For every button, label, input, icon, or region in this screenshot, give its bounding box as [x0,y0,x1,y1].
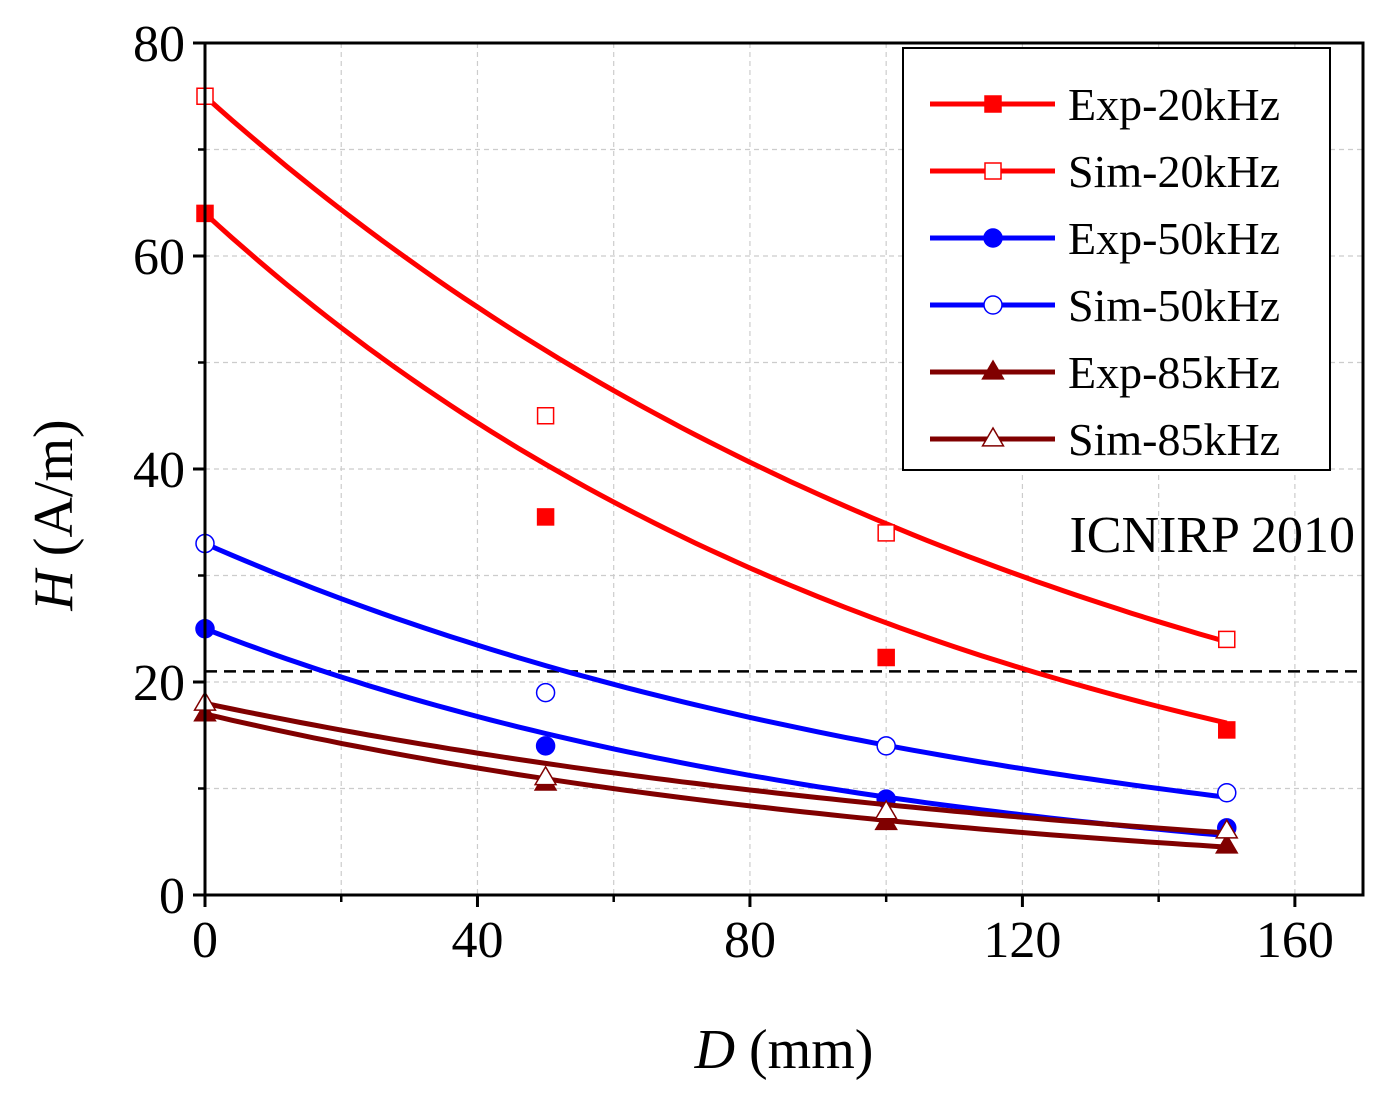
y-tick-label: 0 [159,868,185,925]
legend-label: Sim-20kHz [1068,146,1280,197]
legend-label: Sim-85kHz [1068,414,1280,465]
data-point [1218,630,1236,649]
data-point [874,799,898,820]
legend-item: Exp-20kHz [930,79,1280,130]
data-point [1215,833,1239,854]
series-line [204,711,1227,850]
legend-label: Exp-85kHz [1068,347,1280,398]
data-point [535,682,556,703]
x-tick-label: 120 [983,912,1061,969]
x-axis-label: D (mm) [694,1019,874,1081]
x-tick-label: 160 [1256,912,1334,969]
y-tick-label: 80 [133,16,185,73]
series-sim-50khz [195,533,1237,803]
data-point [1215,818,1239,839]
data-point [877,524,895,542]
legend-box [902,47,1331,471]
data-point [533,765,558,786]
legend-swatch-marker [983,295,1003,315]
legend-item: Sim-20kHz [930,146,1280,197]
legend: Exp-20kHz Sim-20kHz Exp-50kHz Sim-50kHz Exp-… [902,47,1331,471]
x-tick-label: 40 [451,912,503,969]
data-point [874,810,898,831]
legend-item: Sim-85kHz [930,414,1280,465]
series-line [204,700,1227,836]
legend-label: Sim-50kHz [1068,280,1280,331]
y-tick-label: 60 [133,229,185,286]
data-point [536,407,555,425]
series-layer [193,87,1239,854]
legend-items: Exp-20kHz Sim-20kHz Exp-50kHz Sim-50kHz Exp-… [930,79,1280,465]
legend-swatch-marker [984,162,1002,180]
legend-label: Exp-50kHz [1068,213,1280,264]
data-point [876,736,896,756]
series-line [203,211,1228,726]
series-line [203,94,1228,645]
y-tick-label: 40 [133,442,185,499]
series-sim-20khz [196,87,1236,649]
data-point [1217,783,1237,803]
y-axis-label: H (A/m) [23,419,85,611]
legend-swatch-marker [983,228,1003,248]
data-point [536,508,555,526]
series-exp-20khz [196,204,1236,739]
threshold-label: ICNIRP 2010 [1069,507,1355,564]
legend-swatch-marker [981,359,1005,380]
data-point [877,648,895,667]
legend-item: Exp-50kHz [930,213,1280,264]
legend-label: Exp-20kHz [1068,79,1280,130]
series-line [203,541,1228,800]
x-tick-label: 0 [192,912,218,969]
legend-swatch-marker [984,95,1002,113]
data-point [535,736,556,756]
ticks: 0 40 80 120 160 0 20 40 60 80 [133,16,1334,969]
legend-swatch-marker [981,426,1005,447]
x-tick-label: 80 [724,912,776,969]
y-tick-label: 20 [133,655,185,712]
legend-item: Sim-50kHz [930,280,1280,331]
data-point [1218,721,1236,739]
legend-item: Exp-85kHz [930,347,1280,398]
